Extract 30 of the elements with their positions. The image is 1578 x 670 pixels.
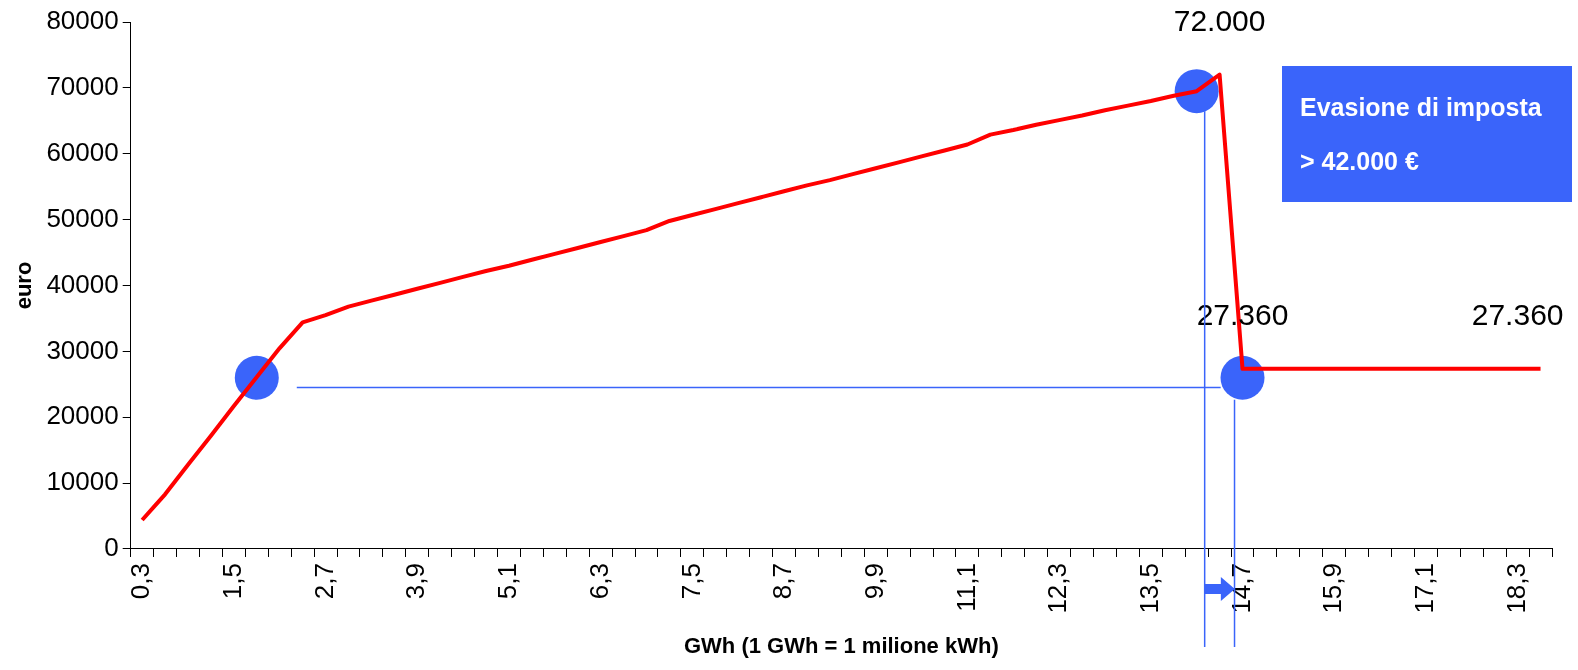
- x-tick-label: 6,3: [583, 563, 614, 600]
- y-tick-label: 70000: [46, 71, 119, 102]
- x-tick-label: 13,5: [1134, 563, 1164, 614]
- data-label: 72.000: [1173, 3, 1266, 37]
- annotation: > 42.000 €: [1300, 146, 1420, 177]
- y-axis-title: euro: [11, 261, 37, 310]
- y-tick-label: 0: [104, 532, 119, 563]
- x-tick-label: 0,3: [125, 563, 156, 600]
- annotation: Evasione di imposta: [1300, 92, 1543, 123]
- x-tick-label: 3,9: [400, 563, 431, 600]
- x-tick-label: 12,3: [1042, 563, 1073, 614]
- y-tick-label: 30000: [46, 334, 119, 365]
- x-tick-label: 15,9: [1317, 563, 1348, 614]
- y-tick-label: 50000: [46, 202, 119, 233]
- data-label: 27.360: [1471, 298, 1564, 332]
- y-tick-label: 80000: [46, 5, 119, 36]
- x-tick-label: 5,1: [492, 563, 523, 600]
- y-tick-label: 60000: [46, 136, 119, 167]
- y-tick-label: 40000: [46, 268, 119, 299]
- x-tick-label: 11,1: [950, 563, 981, 612]
- x-axis-title: GWh (1 GWh = 1 milione kWh): [683, 632, 999, 658]
- x-tick-label: 2,7: [308, 563, 339, 600]
- x-tick-label: 1,5: [217, 563, 248, 600]
- x-tick-label: 8,7: [767, 563, 798, 600]
- x-tick-label: 17,1: [1409, 563, 1440, 614]
- x-tick-label: 18,3: [1500, 563, 1531, 614]
- y-tick-label: 20000: [46, 400, 119, 431]
- x-tick-label: 7,5: [675, 563, 706, 600]
- x-tick-label: 9,9: [858, 563, 889, 600]
- y-tick-label: 10000: [46, 466, 119, 497]
